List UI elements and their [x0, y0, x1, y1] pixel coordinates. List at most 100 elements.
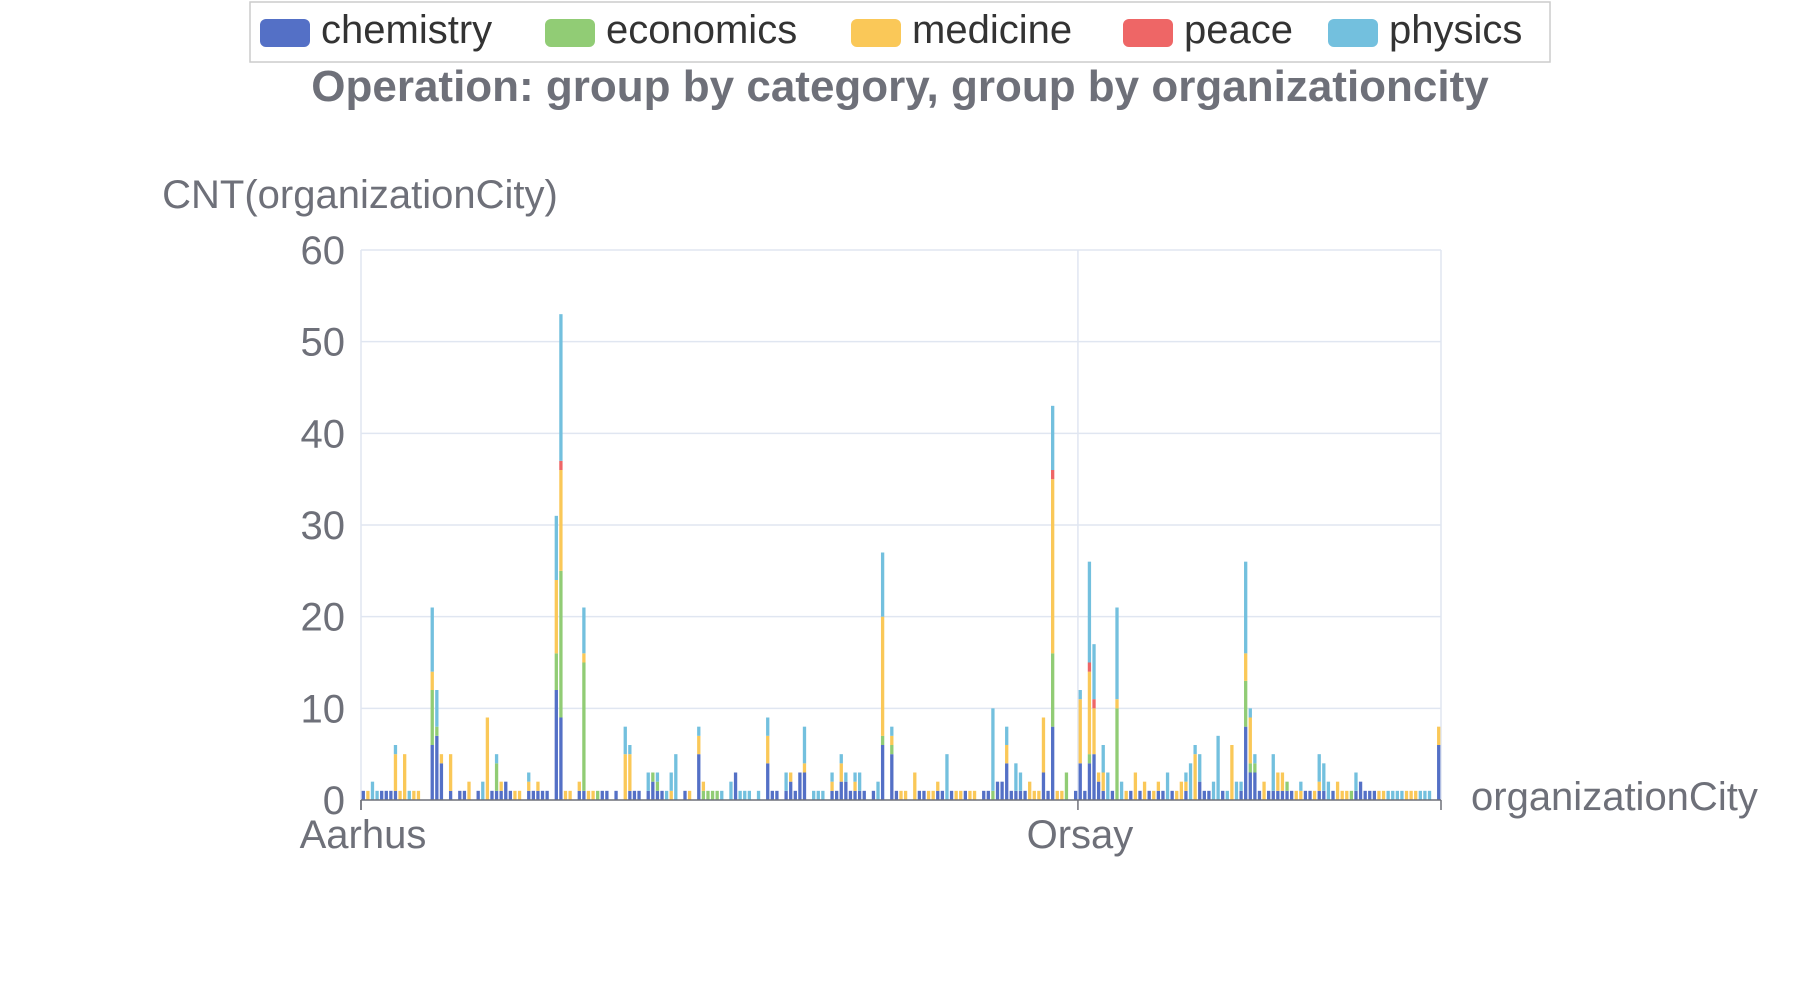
bar-medicine-42[interactable] — [554, 580, 558, 654]
bar-economics-15[interactable] — [430, 690, 434, 745]
bar-chemistry-48[interactable] — [582, 790, 586, 800]
bar-economics-164[interactable] — [1115, 708, 1119, 800]
bar-medicine-117[interactable] — [899, 790, 903, 800]
bar-chemistry-113[interactable] — [880, 745, 885, 800]
bar-medicine-221[interactable] — [1377, 790, 1381, 800]
bar-medicine-67[interactable] — [669, 790, 673, 800]
bar-physics-113[interactable] — [880, 552, 885, 617]
bar-chemistry-125[interactable] — [936, 790, 940, 800]
bar-medicine-47[interactable] — [577, 781, 581, 791]
bar-chemistry-195[interactable] — [1257, 790, 1262, 800]
bar-medicine-8[interactable] — [398, 790, 402, 800]
bar-chemistry-128[interactable] — [949, 790, 954, 800]
legend-item-economics[interactable]: economics — [545, 8, 797, 52]
bar-medicine-125[interactable] — [936, 781, 940, 791]
bar-chemistry-22[interactable] — [462, 790, 467, 800]
bar-chemistry-191[interactable] — [1239, 790, 1243, 800]
bar-physics-137[interactable] — [991, 708, 995, 791]
bar-chemistry-219[interactable] — [1368, 790, 1372, 800]
bar-chemistry-81[interactable] — [733, 772, 738, 801]
bar-physics-99[interactable] — [816, 790, 820, 800]
bar-medicine-204[interactable] — [1299, 790, 1303, 800]
bar-medicine-38[interactable] — [536, 781, 540, 791]
bar-peace-150[interactable] — [1051, 470, 1055, 480]
bar-economics-137[interactable] — [991, 790, 995, 800]
bar-medicine-207[interactable] — [1312, 790, 1317, 800]
bar-medicine-43[interactable] — [559, 470, 563, 571]
bar-chemistry-179[interactable] — [1184, 790, 1188, 800]
bar-chemistry-36[interactable] — [527, 790, 531, 800]
bar-chemistry-136[interactable] — [986, 790, 990, 800]
bar-chemistry-107[interactable] — [853, 790, 857, 800]
bar-physics-204[interactable] — [1299, 781, 1303, 791]
bar-chemistry-29[interactable] — [494, 790, 499, 800]
bar-chemistry-21[interactable] — [458, 790, 462, 800]
bar-medicine-158[interactable] — [1087, 671, 1092, 755]
bar-chemistry-206[interactable] — [1308, 790, 1312, 800]
bar-chemistry-183[interactable] — [1202, 790, 1206, 800]
bar-physics-16[interactable] — [435, 690, 439, 727]
bar-physics-230[interactable] — [1418, 790, 1422, 800]
bar-chemistry-16[interactable] — [435, 735, 439, 800]
bar-medicine-30[interactable] — [499, 781, 503, 791]
bar-chemistry-4[interactable] — [380, 790, 384, 800]
bar-medicine-200[interactable] — [1280, 772, 1285, 791]
bar-chemistry-115[interactable] — [890, 754, 894, 800]
bar-physics-191[interactable] — [1239, 781, 1243, 791]
bar-physics-180[interactable] — [1188, 763, 1193, 800]
bar-economics-113[interactable] — [880, 735, 885, 745]
bar-physics-162[interactable] — [1106, 772, 1110, 801]
bar-physics-188[interactable] — [1225, 790, 1229, 800]
bar-physics-140[interactable] — [1005, 726, 1009, 745]
bar-economics-29[interactable] — [494, 763, 499, 791]
bar-chemistry-64[interactable] — [655, 790, 660, 800]
bar-medicine-1[interactable] — [366, 790, 370, 800]
bar-chemistry-19[interactable] — [448, 790, 453, 800]
bar-chemistry-105[interactable] — [844, 781, 848, 800]
bar-chemistry-150[interactable] — [1051, 726, 1055, 800]
bar-chemistry-126[interactable] — [940, 790, 945, 800]
bar-medicine-208[interactable] — [1317, 781, 1321, 791]
bar-medicine-166[interactable] — [1124, 790, 1128, 800]
bar-medicine-222[interactable] — [1381, 790, 1386, 800]
bar-chemistry-96[interactable] — [802, 772, 807, 801]
bar-chemistry-63[interactable] — [651, 781, 655, 800]
bar-medicine-36[interactable] — [527, 781, 531, 791]
bar-medicine-193[interactable] — [1248, 717, 1252, 764]
bar-chemistry-43[interactable] — [559, 717, 563, 801]
bar-physics-66[interactable] — [664, 790, 669, 800]
bar-medicine-178[interactable] — [1179, 781, 1183, 800]
bar-physics-68[interactable] — [674, 754, 678, 800]
bar-medicine-71[interactable] — [687, 790, 692, 800]
bar-medicine-150[interactable] — [1051, 479, 1055, 654]
bar-medicine-27[interactable] — [485, 717, 490, 801]
bar-medicine-49[interactable] — [586, 790, 591, 800]
bar-economics-193[interactable] — [1248, 763, 1252, 773]
bar-economics-74[interactable] — [701, 790, 706, 800]
bar-physics-224[interactable] — [1391, 790, 1395, 800]
bar-physics-158[interactable] — [1087, 561, 1092, 663]
bar-physics-96[interactable] — [802, 726, 807, 764]
bar-physics-226[interactable] — [1400, 790, 1404, 800]
bar-physics-142[interactable] — [1014, 763, 1018, 791]
bar-chemistry-40[interactable] — [545, 790, 549, 800]
bar-chemistry-58[interactable] — [628, 790, 632, 800]
legend-item-physics[interactable]: physics — [1328, 8, 1522, 52]
bar-physics-165[interactable] — [1119, 781, 1124, 800]
bar-chemistry-65[interactable] — [660, 790, 664, 800]
bar-economics-77[interactable] — [715, 790, 719, 800]
bar-physics-185[interactable] — [1211, 781, 1216, 800]
bar-physics-216[interactable] — [1354, 772, 1358, 791]
bar-medicine-48[interactable] — [582, 653, 586, 663]
bar-physics-10[interactable] — [407, 790, 411, 800]
bar-physics-92[interactable] — [784, 772, 788, 791]
bar-chemistry-103[interactable] — [835, 790, 839, 800]
bar-chemistry-157[interactable] — [1083, 790, 1087, 800]
bar-chemistry-70[interactable] — [683, 790, 687, 800]
bar-chemistry-218[interactable] — [1363, 790, 1367, 800]
bar-chemistry-6[interactable] — [389, 790, 393, 800]
bar-physics-80[interactable] — [729, 781, 733, 800]
bar-physics-100[interactable] — [821, 790, 825, 800]
bar-medicine-151[interactable] — [1055, 790, 1059, 800]
legend-item-peace[interactable]: peace — [1123, 8, 1293, 52]
